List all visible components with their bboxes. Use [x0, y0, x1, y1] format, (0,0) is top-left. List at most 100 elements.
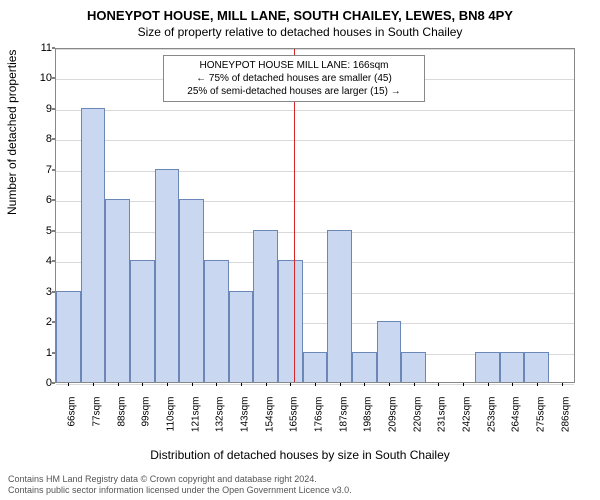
x-tick-label: 253sqm — [486, 397, 497, 433]
histogram-bar — [56, 291, 81, 382]
x-tick-label: 187sqm — [338, 397, 349, 433]
x-tick-label: 88sqm — [116, 397, 127, 427]
chart-title-main: HONEYPOT HOUSE, MILL LANE, SOUTH CHAILEY… — [0, 0, 600, 23]
y-tick-label: 6 — [38, 194, 52, 206]
gridline — [56, 49, 574, 50]
gridline — [56, 232, 574, 233]
y-tick-mark — [52, 200, 55, 201]
gridline — [56, 110, 574, 111]
histogram-bar — [401, 352, 426, 382]
x-tick-mark — [364, 383, 365, 386]
x-tick-label: 165sqm — [289, 397, 300, 433]
x-tick-mark — [340, 383, 341, 386]
x-tick-label: 198sqm — [363, 397, 374, 433]
gridline — [56, 140, 574, 141]
histogram-bar — [327, 230, 352, 382]
x-tick-label: 154sqm — [264, 397, 275, 433]
annotation-box: HONEYPOT HOUSE MILL LANE: 166sqm ← 75% o… — [163, 55, 425, 102]
x-tick-mark — [290, 383, 291, 386]
y-tick-mark — [52, 322, 55, 323]
x-axis-label: Distribution of detached houses by size … — [0, 448, 600, 462]
y-tick-mark — [52, 261, 55, 262]
histogram-bar — [352, 352, 377, 382]
x-tick-label: 99sqm — [141, 397, 152, 427]
annotation-line-3: 25% of semi-detached houses are larger (… — [170, 85, 418, 98]
x-tick-label: 242sqm — [461, 397, 472, 433]
y-tick-mark — [52, 108, 55, 109]
histogram-bar — [105, 199, 130, 382]
y-tick-mark — [52, 383, 55, 384]
x-tick-mark — [192, 383, 193, 386]
x-tick-label: 143sqm — [240, 397, 251, 433]
x-tick-label: 66sqm — [67, 397, 78, 427]
x-tick-label: 264sqm — [511, 397, 522, 433]
histogram-bar — [253, 230, 278, 382]
histogram-bar — [81, 108, 106, 382]
histogram-bar — [278, 260, 303, 382]
x-tick-label: 110sqm — [166, 397, 177, 432]
histogram-bar — [155, 169, 180, 382]
footer-line-1: Contains HM Land Registry data © Crown c… — [8, 474, 592, 485]
histogram-bar — [204, 260, 229, 382]
y-tick-label: 0 — [38, 377, 52, 389]
x-tick-mark — [241, 383, 242, 386]
annotation-line-2: ← 75% of detached houses are smaller (45… — [170, 72, 418, 85]
x-tick-mark — [562, 383, 563, 386]
x-tick-label: 132sqm — [215, 397, 226, 433]
histogram-bar — [229, 291, 254, 382]
y-tick-label: 8 — [38, 133, 52, 145]
gridline — [56, 201, 574, 202]
x-tick-mark — [463, 383, 464, 386]
x-tick-mark — [93, 383, 94, 386]
x-tick-label: 231sqm — [437, 397, 448, 433]
y-tick-mark — [52, 352, 55, 353]
x-tick-mark — [266, 383, 267, 386]
histogram-bar — [500, 352, 525, 382]
x-tick-label: 77sqm — [92, 397, 103, 427]
x-tick-label: 286sqm — [560, 397, 571, 433]
y-tick-label: 5 — [38, 225, 52, 237]
x-tick-label: 220sqm — [412, 397, 423, 433]
x-tick-label: 209sqm — [387, 397, 398, 433]
x-tick-mark — [167, 383, 168, 386]
x-tick-mark — [118, 383, 119, 386]
x-tick-mark — [512, 383, 513, 386]
annotation-line-1: HONEYPOT HOUSE MILL LANE: 166sqm — [170, 59, 418, 72]
y-tick-label: 3 — [38, 286, 52, 298]
y-tick-label: 1 — [38, 347, 52, 359]
x-tick-mark — [414, 383, 415, 386]
chart-title-sub: Size of property relative to detached ho… — [0, 23, 600, 39]
footer-line-2: Contains public sector information licen… — [8, 485, 592, 496]
x-tick-mark — [142, 383, 143, 386]
chart-container: HONEYPOT HOUSE, MILL LANE, SOUTH CHAILEY… — [0, 0, 600, 500]
histogram-bar — [130, 260, 155, 382]
x-tick-mark — [315, 383, 316, 386]
y-tick-mark — [52, 139, 55, 140]
y-axis-label: Number of detached properties — [5, 50, 19, 215]
y-tick-label: 11 — [38, 42, 52, 54]
y-tick-mark — [52, 169, 55, 170]
footer: Contains HM Land Registry data © Crown c… — [8, 474, 592, 497]
histogram-bar — [524, 352, 549, 382]
y-tick-mark — [52, 291, 55, 292]
x-tick-mark — [488, 383, 489, 386]
y-tick-label: 4 — [38, 255, 52, 267]
y-tick-mark — [52, 48, 55, 49]
y-tick-label: 2 — [38, 316, 52, 328]
histogram-bar — [377, 321, 402, 382]
x-tick-mark — [389, 383, 390, 386]
histogram-bar — [475, 352, 500, 382]
histogram-bar — [303, 352, 328, 382]
x-tick-mark — [68, 383, 69, 386]
plot-area: HONEYPOT HOUSE MILL LANE: 166sqm ← 75% o… — [55, 48, 575, 383]
y-tick-label: 10 — [38, 72, 52, 84]
x-tick-mark — [537, 383, 538, 386]
y-tick-label: 9 — [38, 103, 52, 115]
x-tick-label: 121sqm — [190, 397, 201, 433]
x-tick-label: 275sqm — [535, 397, 546, 433]
histogram-bar — [179, 199, 204, 382]
gridline — [56, 171, 574, 172]
y-tick-mark — [52, 230, 55, 231]
x-tick-label: 176sqm — [314, 397, 325, 433]
x-tick-mark — [438, 383, 439, 386]
